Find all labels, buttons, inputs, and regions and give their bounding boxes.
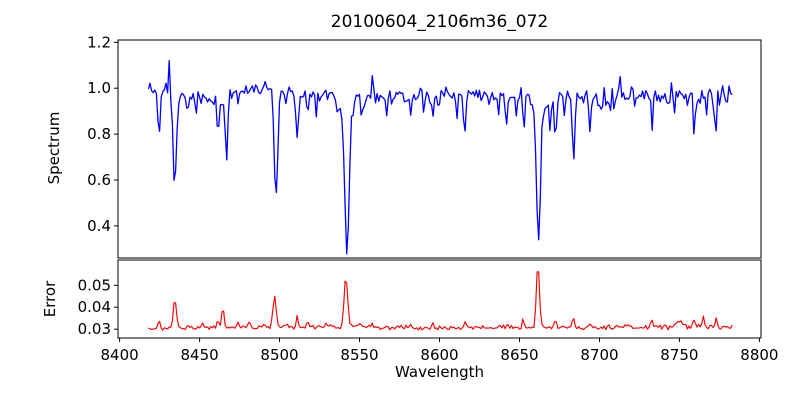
error-x-tick-label: 8550	[340, 346, 378, 364]
x-axis-label: Wavelength	[395, 363, 484, 381]
spectrum-y-tick-label: 0.6	[87, 171, 111, 189]
error-axes-border	[117, 259, 762, 339]
error-line	[148, 271, 733, 331]
error-x-tick-label: 8800	[740, 346, 778, 364]
error-x-tick-label: 8750	[660, 346, 698, 364]
error-x-tick-label: 8450	[181, 346, 219, 364]
error-x-tick-label: 8500	[260, 346, 298, 364]
spectrum-y-tick-label: 0.4	[87, 217, 111, 235]
chart-title: 20100604_2106m36_072	[330, 12, 549, 32]
spectrum-y-tick-label: 1.2	[87, 33, 111, 51]
error-x-tick-label: 8650	[500, 346, 538, 364]
spectrum-axes-border	[117, 39, 762, 259]
spectrum-y-tick-label: 0.8	[87, 125, 111, 143]
error-y-tick-label: 0.03	[78, 320, 111, 338]
spectrum-y-tick-label: 1.0	[87, 79, 111, 97]
error-y-tick-label: 0.05	[78, 276, 111, 294]
error-x-tick-label: 8600	[420, 346, 458, 364]
spectrum-line	[147, 60, 733, 255]
error-x-tick-label: 8700	[580, 346, 618, 364]
error-y-tick-label: 0.04	[78, 298, 111, 316]
error-x-tick-label: 8400	[101, 346, 139, 364]
